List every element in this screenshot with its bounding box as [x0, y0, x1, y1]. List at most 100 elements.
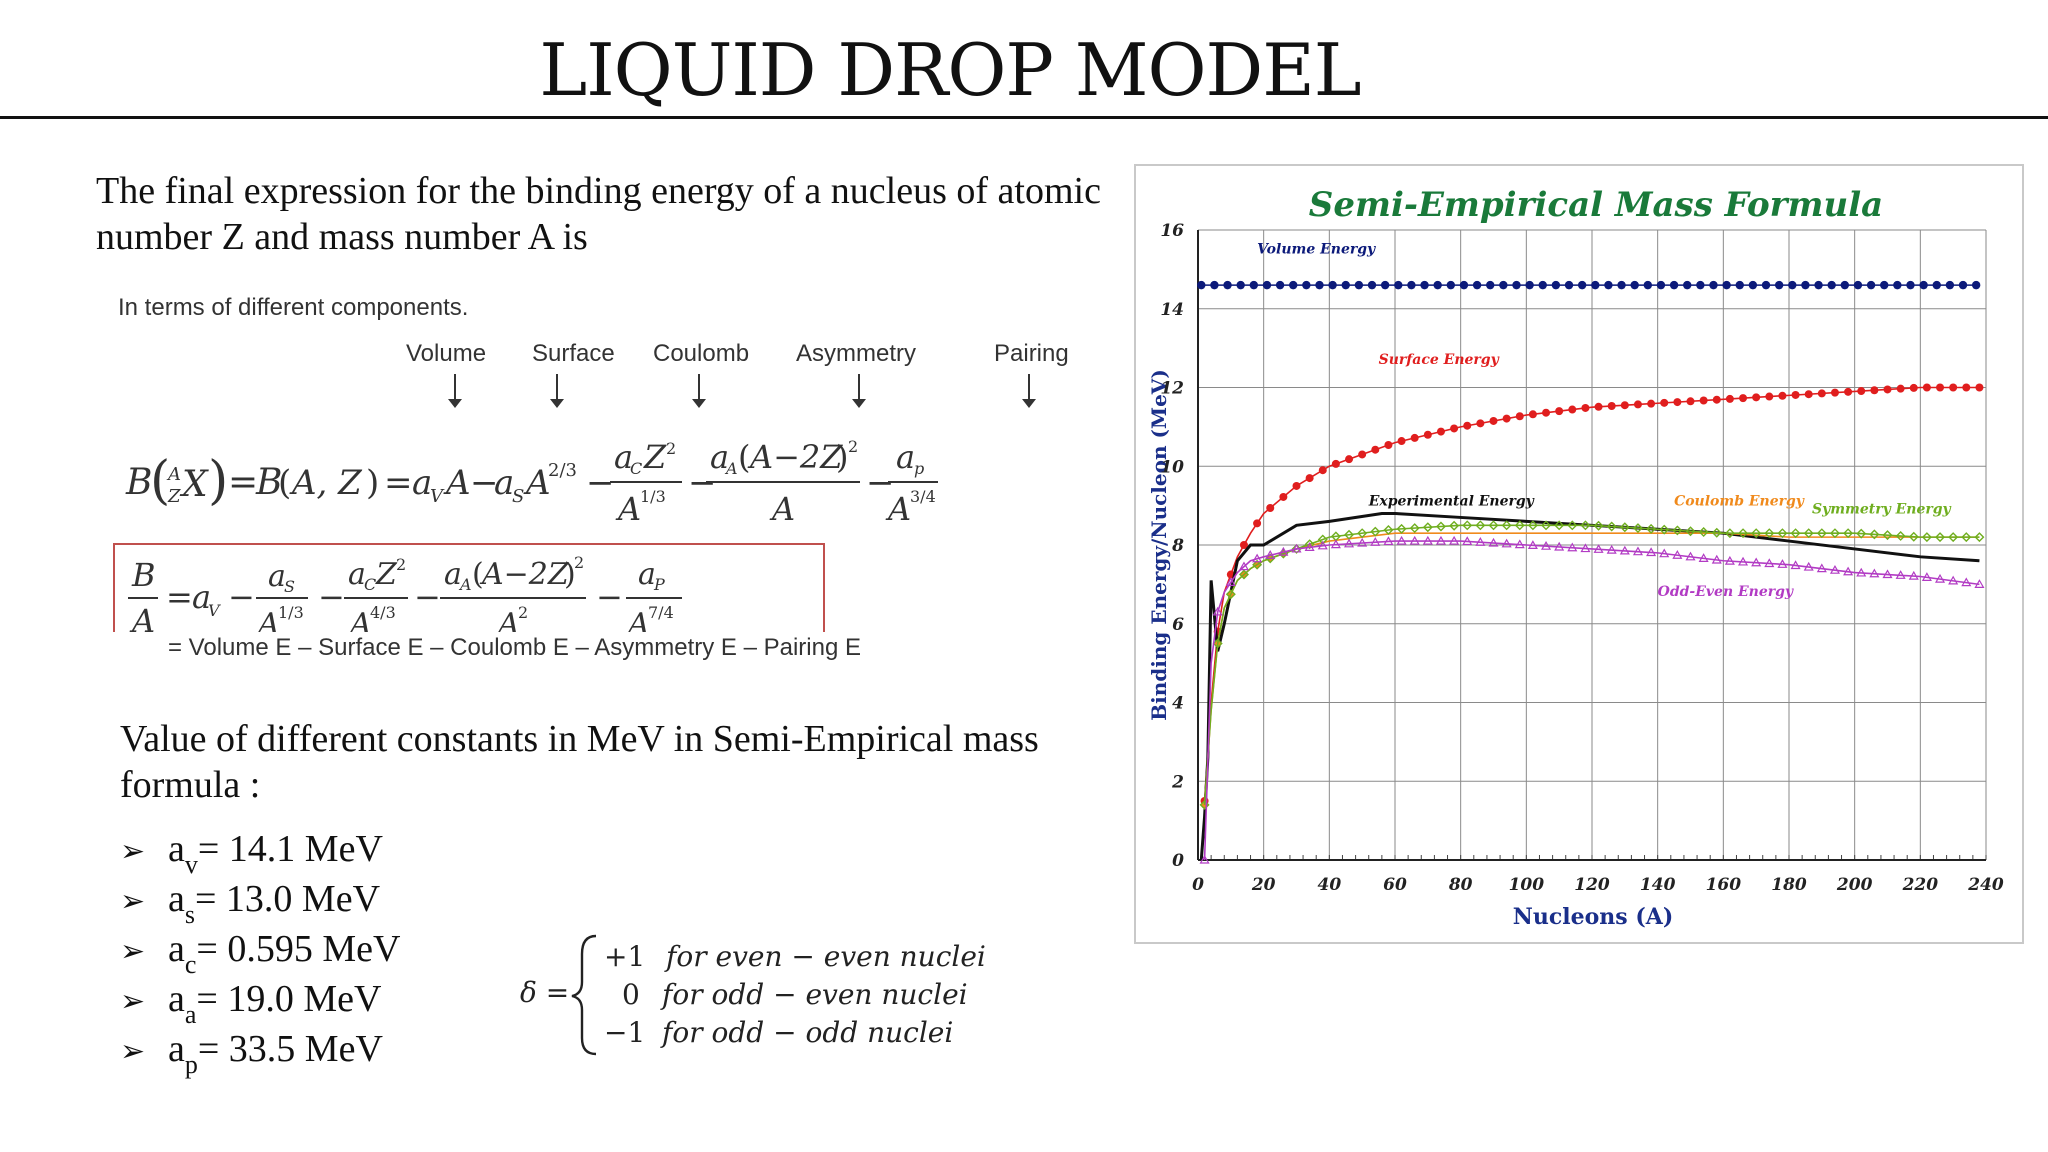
series-annotation: Odd-Even Energy	[1658, 584, 1794, 600]
component-surface-label: Surface	[532, 340, 615, 367]
svg-text:2: 2	[848, 437, 858, 456]
constant-value: = 13.0 MeV	[195, 878, 381, 920]
data-point	[1712, 395, 1721, 404]
data-point	[1380, 280, 1390, 290]
svg-text:a: a	[638, 557, 656, 592]
data-point	[1292, 481, 1301, 490]
data-point	[1934, 573, 1946, 583]
data-point	[1958, 280, 1968, 290]
series-line	[1203, 540, 1980, 861]
svg-text:a: a	[710, 438, 729, 476]
data-point	[1422, 535, 1433, 545]
svg-text:B: B	[255, 462, 282, 503]
svg-text:=: =	[166, 578, 193, 616]
data-point	[1266, 503, 1275, 512]
svg-text:C: C	[364, 575, 376, 594]
svg-text:A−2Z: A−2Z	[479, 557, 570, 592]
data-point	[1514, 539, 1525, 549]
constant-value: = 14.1 MeV	[197, 828, 383, 870]
data-point	[1527, 540, 1538, 549]
data-point	[1840, 280, 1850, 290]
data-point	[1580, 543, 1591, 553]
data-point	[1568, 405, 1577, 414]
svg-text:A−2Z: A−2Z	[747, 438, 843, 476]
delta-case-value: −1	[604, 1016, 645, 1049]
x-tick-label: 160	[1706, 875, 1742, 895]
x-tick-label: 80	[1448, 875, 1473, 895]
data-point	[1752, 393, 1761, 402]
data-point	[1803, 561, 1814, 571]
data-point	[1433, 280, 1442, 290]
data-point	[1462, 536, 1473, 546]
series-annotation: Volume Energy	[1257, 242, 1376, 258]
data-point	[1880, 280, 1889, 290]
arrow-bullet-icon: ➢	[120, 934, 146, 969]
data-point	[1253, 519, 1262, 528]
svg-text:V: V	[430, 486, 445, 507]
data-point	[1632, 546, 1644, 556]
data-point	[1843, 528, 1854, 539]
data-point	[1764, 528, 1775, 539]
svg-text:Z: Z	[375, 557, 398, 592]
y-tick-label: 16	[1160, 221, 1184, 241]
x-tick-label: 0	[1192, 875, 1204, 895]
data-point	[1801, 280, 1810, 290]
data-point	[1502, 414, 1511, 423]
data-point	[1948, 532, 1959, 543]
constant-symbol: a	[168, 828, 185, 870]
data-point	[1343, 538, 1355, 548]
data-point	[1262, 280, 1272, 290]
data-point	[1856, 567, 1867, 577]
data-point	[1790, 528, 1801, 539]
data-point	[1409, 523, 1420, 534]
data-point	[1632, 523, 1643, 534]
data-point	[1567, 520, 1578, 531]
svg-text:A: A	[724, 459, 738, 478]
data-point	[1564, 280, 1574, 290]
component-asymmetry-label: Asymmetry	[796, 340, 916, 367]
data-point	[1633, 400, 1642, 409]
data-point	[1814, 280, 1823, 290]
data-point	[1275, 280, 1285, 290]
data-point	[1617, 280, 1626, 290]
boxed-equation: B A = a V − a S A 1/3 − a C Z 2 A 4/3 − …	[128, 553, 682, 632]
data-point	[1370, 526, 1381, 537]
binding-energy-chart: Semi-Empirical Mass Formula Binding Ener…	[1147, 185, 2004, 930]
data-point	[1724, 555, 1735, 565]
y-tick-label: 4	[1172, 694, 1184, 714]
data-point	[1370, 537, 1381, 546]
svg-text:S: S	[512, 486, 524, 507]
data-point	[1371, 445, 1380, 454]
data-point	[1685, 526, 1696, 537]
constant-subscript: c	[184, 950, 197, 979]
data-point	[1751, 528, 1762, 539]
series-coulomb	[1201, 532, 1980, 808]
full-equation: B ( A Z X ) = B ( A, Z ) = a V A − a S A…	[125, 437, 938, 528]
data-point	[1420, 280, 1429, 290]
data-point	[1619, 522, 1630, 533]
data-point	[1515, 412, 1524, 421]
svg-text:V: V	[208, 601, 221, 620]
chart-y-axis-label: Binding Energy/Nucleon (MeV)	[1147, 369, 1171, 721]
data-point	[1816, 563, 1827, 573]
svg-text:Z: Z	[167, 486, 181, 507]
data-point	[1660, 398, 1669, 407]
x-tick-label: 240	[1967, 875, 2004, 895]
data-point	[1974, 579, 1985, 588]
data-point	[1606, 521, 1617, 532]
svg-text:): )	[208, 451, 228, 511]
constant-item: ➢ a v = 14.1 MeV	[120, 826, 400, 879]
constant-subscript: v	[184, 850, 198, 879]
series-volume	[1197, 280, 1981, 290]
svg-text:A: A	[347, 607, 372, 632]
svg-text:a: a	[348, 557, 366, 592]
svg-text:A: A	[769, 490, 795, 528]
constant-item: ➢ a p = 33.5 MeV	[120, 1026, 400, 1079]
data-point	[1791, 390, 1800, 399]
data-point	[1331, 459, 1340, 468]
data-point	[1422, 522, 1433, 533]
data-point	[1459, 280, 1469, 290]
data-point	[1724, 528, 1735, 539]
intro-text: The final expression for the binding ene…	[96, 170, 1101, 258]
svg-text:p: p	[914, 459, 924, 478]
